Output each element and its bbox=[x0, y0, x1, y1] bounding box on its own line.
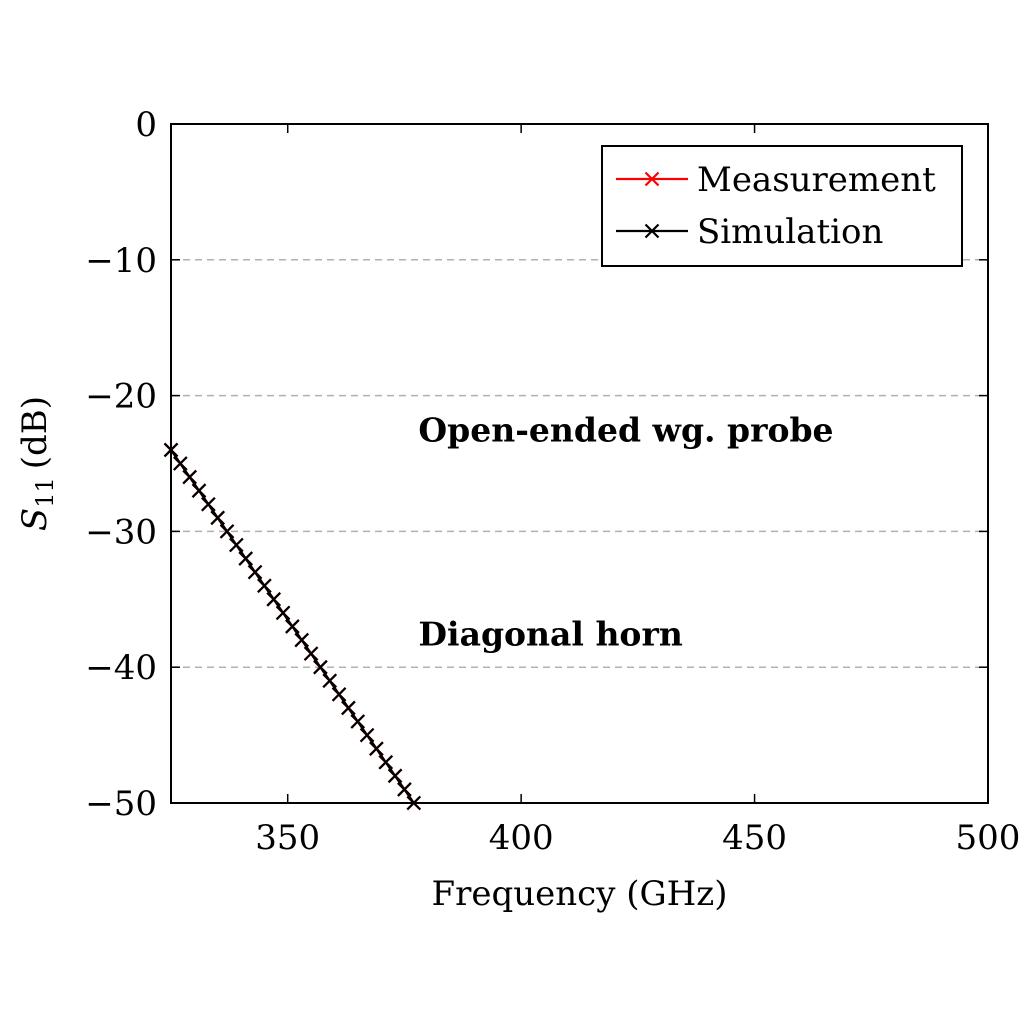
data-point-marker bbox=[182, 469, 197, 485]
data-point-marker bbox=[313, 659, 328, 675]
annotation-label: Open-ended wg. probe bbox=[418, 411, 833, 450]
y-axis-label: S11 (dB) bbox=[15, 396, 59, 531]
x-tick-label: 450 bbox=[722, 818, 787, 858]
data-point-marker bbox=[173, 456, 188, 471]
data-point-marker bbox=[341, 700, 356, 716]
y-axis-label-unit: (dB) bbox=[15, 396, 55, 469]
data-point-marker bbox=[397, 782, 412, 797]
legend-swatch-marker bbox=[644, 171, 660, 187]
data-point-marker bbox=[210, 510, 225, 526]
data-point-marker bbox=[201, 496, 216, 512]
legend-entries: Measurement Simulation bbox=[616, 160, 936, 252]
data-point-marker bbox=[191, 483, 207, 498]
x-axis-label: Frequency (GHz) bbox=[432, 874, 728, 914]
data-point-marker bbox=[285, 619, 300, 634]
legend-box bbox=[601, 145, 963, 267]
data-point-marker bbox=[331, 687, 347, 702]
data-point-marker bbox=[322, 673, 338, 689]
y-tick-label: 0 bbox=[135, 105, 157, 145]
data-point-marker bbox=[303, 646, 319, 661]
data-point-marker bbox=[387, 768, 403, 784]
series-layer bbox=[163, 442, 422, 811]
data-point-marker bbox=[247, 564, 263, 580]
data-point-marker bbox=[238, 551, 253, 566]
axis-ticks: 350 400 450 500 0 −10 −20 −30 −40 −50 bbox=[85, 105, 1020, 858]
x-tick-label: 400 bbox=[489, 818, 554, 858]
data-point-marker bbox=[229, 537, 244, 553]
data-point-marker bbox=[378, 754, 394, 770]
annotation-label: Diagonal horn bbox=[418, 614, 682, 653]
x-tick-label: 350 bbox=[255, 818, 320, 858]
y-tick-label: −10 bbox=[85, 241, 157, 281]
y-tick-label: −20 bbox=[85, 377, 157, 417]
data-point-marker bbox=[275, 605, 291, 621]
legend-label: Simulation bbox=[697, 212, 883, 252]
x-tick-label: 500 bbox=[956, 818, 1021, 858]
data-point-marker bbox=[219, 524, 235, 539]
series-simulation bbox=[163, 442, 422, 811]
data-point-marker bbox=[257, 578, 272, 593]
grid-lines bbox=[171, 259, 988, 668]
y-tick-label: −50 bbox=[85, 784, 157, 824]
y-axis-label-symbol: S bbox=[15, 508, 55, 531]
y-axis-label-subscript: 11 bbox=[31, 477, 59, 508]
legend-swatch-marker bbox=[644, 223, 660, 239]
legend-entry: Measurement bbox=[616, 160, 936, 200]
y-tick-label: −30 bbox=[85, 512, 157, 552]
data-point-marker bbox=[350, 714, 366, 729]
legend: Measurement Simulation bbox=[601, 145, 963, 267]
data-point-marker bbox=[294, 632, 309, 648]
data-point-marker bbox=[369, 741, 384, 756]
annotations: Open-ended wg. probe Diagonal horn bbox=[418, 411, 833, 654]
y-tick-label: −40 bbox=[85, 648, 157, 688]
plot-frame bbox=[170, 123, 989, 804]
legend-entry: Simulation bbox=[616, 212, 883, 252]
legend-label: Measurement bbox=[697, 160, 936, 200]
data-point-marker bbox=[359, 727, 375, 743]
data-point-marker bbox=[266, 592, 281, 607]
